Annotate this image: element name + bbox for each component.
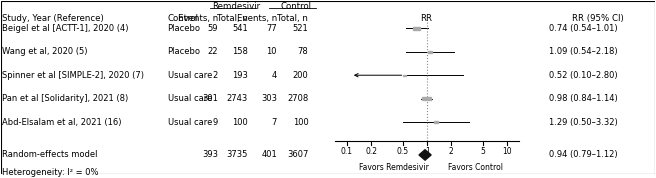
Text: Wang et al, 2020 (5): Wang et al, 2020 (5) [2,47,87,56]
Text: 0.2: 0.2 [365,147,377,156]
Bar [413,27,420,30]
Bar [428,51,432,53]
Text: 2: 2 [449,147,454,156]
Text: 0.1: 0.1 [341,147,353,156]
Text: 193: 193 [232,71,248,80]
Text: RR (95% CI): RR (95% CI) [572,14,624,23]
Text: 2: 2 [213,71,218,80]
Text: 401: 401 [261,150,277,159]
Text: Events, n: Events, n [178,14,218,23]
Text: Events, n: Events, n [237,14,277,23]
Text: 541: 541 [232,24,248,33]
Text: RR: RR [420,14,432,23]
Text: 9: 9 [213,117,218,127]
Text: 2743: 2743 [227,94,248,103]
Text: 77: 77 [266,24,277,33]
Text: 200: 200 [293,71,308,80]
Text: 303: 303 [261,94,277,103]
Text: 521: 521 [293,24,308,33]
Text: Random-effects model: Random-effects model [2,150,98,159]
Text: 78: 78 [298,47,308,56]
Text: 3607: 3607 [287,150,308,159]
Text: 301: 301 [202,94,218,103]
Text: Placebo: Placebo [168,24,201,33]
Bar [422,97,432,100]
Text: Usual care: Usual care [168,71,212,80]
Text: 0.5: 0.5 [397,147,409,156]
Text: Control: Control [168,14,199,23]
Text: Usual care: Usual care [168,117,212,127]
Text: 1.09 (0.54–2.18): 1.09 (0.54–2.18) [549,47,618,56]
Text: Beigel et al [ACTT-1], 2020 (4): Beigel et al [ACTT-1], 2020 (4) [2,24,129,33]
Text: 5: 5 [481,147,485,156]
Text: 4: 4 [272,71,277,80]
Text: Heterogeneity: I² = 0%: Heterogeneity: I² = 0% [2,168,98,177]
Text: Favors Control: Favors Control [448,163,503,172]
Text: 2708: 2708 [287,94,308,103]
Text: 0.94 (0.79–1.12): 0.94 (0.79–1.12) [549,150,618,159]
Text: 393: 393 [202,150,218,159]
Text: 158: 158 [232,47,248,56]
Text: 0.98 (0.84–1.14): 0.98 (0.84–1.14) [549,94,618,103]
Text: Pan et al [Solidarity], 2021 (8): Pan et al [Solidarity], 2021 (8) [2,94,129,103]
Text: Abd-Elsalam et al, 2021 (16): Abd-Elsalam et al, 2021 (16) [2,117,121,127]
Text: Control: Control [280,2,312,11]
Text: 3735: 3735 [227,150,248,159]
Text: 1: 1 [425,147,430,156]
Text: Total, n: Total, n [277,14,308,23]
Text: 10: 10 [502,147,512,156]
Text: Spinner et al [SIMPLE-2], 2020 (7): Spinner et al [SIMPLE-2], 2020 (7) [2,71,144,80]
Text: 7: 7 [272,117,277,127]
Text: Total, n: Total, n [217,14,248,23]
Text: Favors Remdesivir: Favors Remdesivir [359,163,428,172]
Polygon shape [419,150,431,160]
Text: Remdesivir: Remdesivir [213,2,260,11]
Bar [434,121,438,123]
Text: 1.29 (0.50–3.32): 1.29 (0.50–3.32) [549,117,618,127]
Text: 100: 100 [293,117,308,127]
Text: 22: 22 [207,47,218,56]
Text: 0.74 (0.54–1.01): 0.74 (0.54–1.01) [549,24,618,33]
Bar [403,75,405,76]
Text: 0.52 (0.10–2.80): 0.52 (0.10–2.80) [549,71,618,80]
Text: 59: 59 [207,24,218,33]
Text: Usual care: Usual care [168,94,212,103]
Text: Placebo: Placebo [168,47,201,56]
Text: Study, Year (Reference): Study, Year (Reference) [2,14,104,23]
Text: 100: 100 [232,117,248,127]
Text: 10: 10 [266,47,277,56]
